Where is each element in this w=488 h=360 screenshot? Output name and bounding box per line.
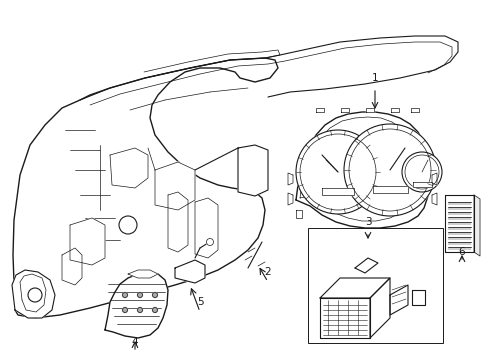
Circle shape — [137, 292, 142, 297]
Polygon shape — [287, 193, 292, 205]
Text: 5: 5 — [196, 297, 203, 307]
Circle shape — [295, 130, 379, 214]
Circle shape — [119, 216, 137, 234]
Polygon shape — [110, 148, 148, 188]
Circle shape — [206, 239, 213, 246]
Polygon shape — [62, 248, 82, 285]
Bar — [307, 228, 442, 343]
Polygon shape — [411, 290, 424, 305]
Circle shape — [152, 307, 157, 312]
Polygon shape — [287, 173, 292, 185]
Text: 2: 2 — [264, 267, 271, 277]
Polygon shape — [20, 274, 46, 312]
Polygon shape — [431, 193, 436, 205]
Circle shape — [122, 307, 127, 312]
Polygon shape — [238, 145, 267, 196]
Polygon shape — [369, 278, 389, 338]
Polygon shape — [168, 192, 187, 252]
Polygon shape — [155, 162, 195, 210]
Polygon shape — [12, 270, 55, 318]
Text: 1: 1 — [371, 73, 378, 83]
Polygon shape — [105, 272, 168, 338]
Circle shape — [343, 124, 435, 216]
Circle shape — [28, 288, 42, 302]
Circle shape — [122, 307, 127, 312]
Polygon shape — [319, 278, 389, 298]
Polygon shape — [410, 108, 418, 112]
Polygon shape — [315, 108, 324, 112]
Polygon shape — [175, 260, 204, 283]
Polygon shape — [13, 58, 278, 318]
Circle shape — [152, 307, 157, 312]
Circle shape — [137, 307, 142, 312]
Text: 3: 3 — [364, 217, 370, 227]
Polygon shape — [319, 298, 369, 338]
Circle shape — [343, 124, 435, 216]
Circle shape — [401, 152, 441, 192]
Polygon shape — [389, 285, 407, 315]
Circle shape — [122, 292, 127, 297]
Polygon shape — [340, 108, 348, 112]
Polygon shape — [365, 108, 373, 112]
Polygon shape — [295, 112, 429, 228]
Circle shape — [122, 292, 127, 297]
Circle shape — [401, 152, 441, 192]
Circle shape — [295, 130, 379, 214]
Polygon shape — [390, 108, 398, 112]
Text: 6: 6 — [458, 247, 465, 257]
Polygon shape — [431, 173, 436, 185]
Circle shape — [119, 216, 137, 234]
Polygon shape — [128, 270, 158, 278]
Polygon shape — [295, 210, 302, 218]
Circle shape — [152, 292, 157, 297]
Polygon shape — [70, 218, 105, 265]
Polygon shape — [195, 198, 218, 258]
Polygon shape — [372, 186, 407, 193]
Polygon shape — [473, 195, 479, 256]
Circle shape — [28, 288, 42, 302]
Polygon shape — [444, 195, 473, 252]
Circle shape — [137, 292, 142, 297]
Polygon shape — [354, 258, 377, 273]
Polygon shape — [321, 188, 353, 195]
Polygon shape — [412, 182, 431, 187]
Circle shape — [137, 307, 142, 312]
Circle shape — [206, 239, 213, 246]
Circle shape — [152, 292, 157, 297]
Text: 4: 4 — [131, 337, 138, 347]
